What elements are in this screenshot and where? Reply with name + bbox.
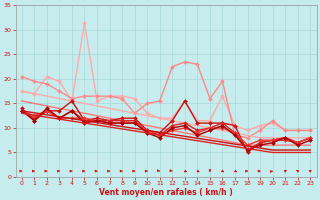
X-axis label: Vent moyen/en rafales ( km/h ): Vent moyen/en rafales ( km/h ) [99, 188, 233, 197]
